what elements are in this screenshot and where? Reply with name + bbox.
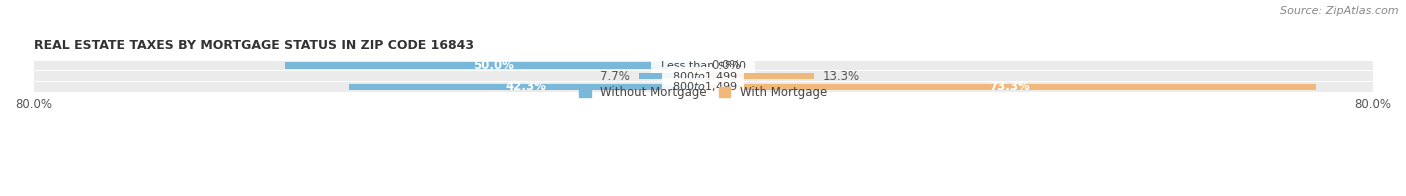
Bar bbox=[34, 82, 1372, 92]
Bar bbox=[703, 83, 1316, 90]
Text: 73.3%: 73.3% bbox=[990, 80, 1031, 93]
Text: $800 to $1,499: $800 to $1,499 bbox=[665, 80, 741, 93]
Text: Less than $800: Less than $800 bbox=[654, 61, 752, 71]
Text: 0.0%: 0.0% bbox=[711, 59, 741, 72]
Bar bbox=[34, 71, 1372, 81]
Text: 7.7%: 7.7% bbox=[600, 70, 630, 83]
Text: $800 to $1,499: $800 to $1,499 bbox=[665, 70, 741, 83]
Text: 42.3%: 42.3% bbox=[506, 80, 547, 93]
Legend: Without Mortgage, With Mortgage: Without Mortgage, With Mortgage bbox=[574, 82, 832, 104]
Text: Source: ZipAtlas.com: Source: ZipAtlas.com bbox=[1281, 6, 1399, 16]
Text: 50.0%: 50.0% bbox=[474, 59, 515, 72]
Bar bbox=[34, 61, 1372, 70]
Bar bbox=[703, 73, 814, 80]
Bar bbox=[638, 73, 703, 80]
Bar bbox=[284, 62, 703, 69]
Text: 13.3%: 13.3% bbox=[823, 70, 860, 83]
Bar bbox=[349, 83, 703, 90]
Text: REAL ESTATE TAXES BY MORTGAGE STATUS IN ZIP CODE 16843: REAL ESTATE TAXES BY MORTGAGE STATUS IN … bbox=[34, 39, 474, 52]
